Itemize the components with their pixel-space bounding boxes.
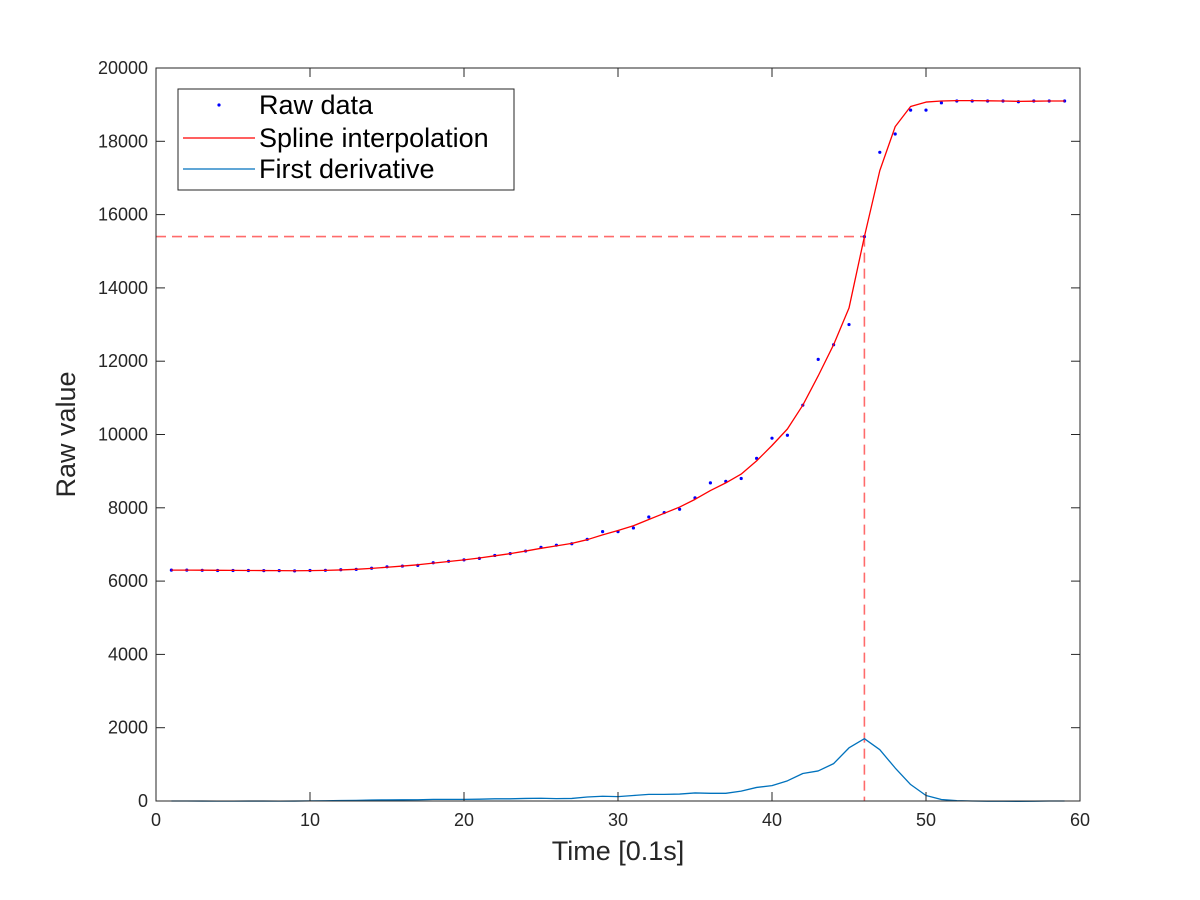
data-point	[785, 433, 790, 437]
legend-label-spline: Spline interpolation	[259, 123, 489, 153]
data-point	[939, 101, 944, 105]
legend: Raw data Spline interpolation First deri…	[177, 88, 515, 191]
x-tick-label: 40	[762, 810, 782, 830]
data-point	[755, 456, 759, 460]
data-point	[678, 507, 682, 511]
data-point	[816, 357, 820, 361]
data-point	[893, 132, 897, 136]
legend-box	[177, 88, 515, 191]
data-point	[631, 526, 636, 530]
legend-entry-derivative: First derivative	[183, 154, 435, 184]
data-point	[708, 481, 713, 485]
data-point	[924, 108, 928, 112]
legend-entry-spline: Spline interpolation	[183, 123, 489, 153]
y-tick-label: 4000	[108, 644, 148, 664]
y-tick-label: 12000	[98, 351, 148, 371]
y-tick-label: 16000	[98, 205, 148, 225]
data-point	[739, 476, 743, 481]
data-point	[847, 322, 851, 327]
y-tick-label: 2000	[108, 718, 148, 738]
y-tick-label: 8000	[108, 498, 148, 518]
data-point	[878, 150, 882, 154]
y-tick-label: 18000	[98, 131, 148, 151]
data-point	[909, 108, 913, 112]
legend-marker-raw-data	[217, 103, 221, 107]
legend-label-raw-data: Raw data	[259, 90, 374, 120]
x-tick-label: 50	[916, 810, 936, 830]
series-line-spline-interpolation	[171, 99, 1065, 572]
x-tick-label: 60	[1070, 810, 1090, 830]
y-tick-label: 14000	[98, 278, 148, 298]
data-point	[601, 530, 605, 534]
legend-label-derivative: First derivative	[259, 154, 435, 184]
x-tick-label: 20	[454, 810, 474, 830]
legend-entry-raw-data: Raw data	[217, 90, 374, 120]
y-tick-label: 6000	[108, 571, 148, 591]
x-tick-label: 10	[300, 810, 320, 830]
y-axis-label: Raw value	[51, 371, 81, 497]
y-tick-label: 10000	[98, 425, 148, 445]
axes-layer: 0 10 20 30 40 50 60 0 2000 4000 6000 8000 10000 12000…	[98, 58, 1090, 830]
data-point	[770, 436, 774, 440]
x-tick-label: 0	[151, 810, 161, 830]
data-point	[647, 515, 651, 519]
y-tick-label: 0	[138, 791, 148, 811]
x-tick-label: 30	[608, 810, 628, 830]
x-axis-label: Time [0.1s]	[552, 836, 685, 866]
reference-lines	[156, 235, 866, 801]
y-tick-label: 20000	[98, 58, 148, 78]
